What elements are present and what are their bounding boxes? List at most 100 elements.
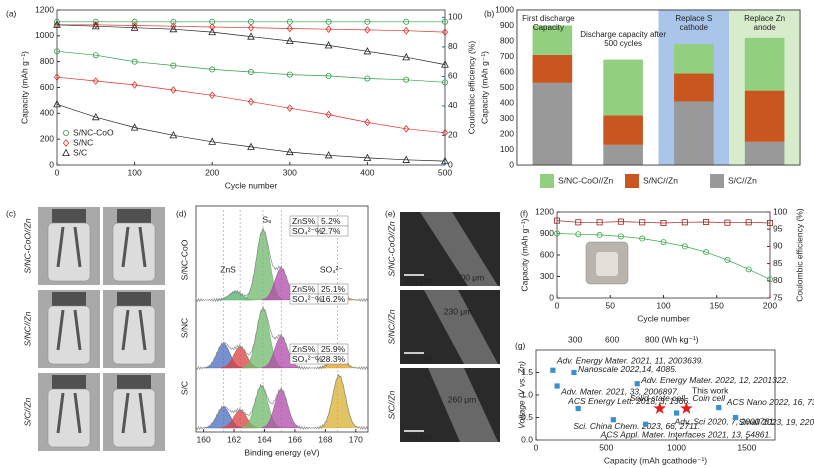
- panel-label: (c): [6, 208, 16, 218]
- point-label: ACS Nano 2022, 16, 7344.: [726, 397, 814, 407]
- marker: [92, 52, 99, 59]
- y-tick-label: 0: [509, 159, 514, 169]
- table-key: ZnS%: [292, 344, 316, 354]
- plot-frame: [195, 205, 369, 433]
- fiber: [424, 290, 498, 364]
- scale-bar-label: 200 μm: [404, 353, 433, 363]
- table-cell: [289, 353, 349, 365]
- marker: [130, 23, 139, 31]
- panel-label: (e): [385, 208, 396, 218]
- point-label: Coin cell: [692, 393, 726, 403]
- y2-tick-label: 100: [773, 206, 787, 216]
- marker: [364, 26, 371, 34]
- marker: [441, 156, 449, 165]
- thickness-label: 230 μm: [444, 306, 473, 316]
- table-value: 16.2%: [321, 294, 346, 304]
- marker: [325, 110, 332, 119]
- category-label: Replace Zn anode: [744, 14, 786, 32]
- table-key: ZnS%: [292, 216, 316, 226]
- legend-marker: [62, 139, 70, 147]
- sample-label: S/C//Zn: [386, 390, 396, 419]
- peak-annotation: ZnS: [220, 264, 236, 274]
- marker: [325, 72, 332, 79]
- x-tick-label: 500: [599, 442, 613, 452]
- marker: [364, 118, 371, 127]
- y-tick-label: 700: [500, 51, 514, 61]
- bar-segment: [532, 25, 573, 55]
- marker: [617, 218, 624, 225]
- legend-label: S/NC-CoO: [73, 127, 114, 137]
- fiber: [428, 368, 498, 442]
- marker: [209, 91, 216, 100]
- vial-cap: [52, 292, 86, 306]
- y-tick-label: 0.0: [521, 434, 533, 444]
- marker: [441, 60, 449, 68]
- thickness-label: 260 μm: [448, 394, 477, 404]
- y-tick-label: 800: [40, 56, 54, 66]
- x-axis-label: Cycle number: [637, 313, 690, 323]
- bar-segment: [603, 115, 643, 145]
- marker: [54, 48, 61, 55]
- y-tick-label: 200: [40, 133, 54, 143]
- marker: [724, 219, 731, 226]
- marker: [550, 367, 556, 373]
- vial-body: [112, 305, 156, 365]
- y-tick-label: 1000: [35, 30, 54, 40]
- fit-peak: [319, 375, 359, 429]
- marker: [403, 124, 410, 133]
- x-tick-label: 50: [606, 300, 616, 310]
- marker: [131, 58, 138, 65]
- fiber: [420, 212, 498, 286]
- marker: [639, 219, 646, 226]
- marker: [92, 18, 99, 25]
- marker: [170, 86, 177, 94]
- vial-cap: [52, 209, 86, 223]
- x-tick-label: 170: [349, 434, 363, 444]
- vial-body: [47, 388, 91, 448]
- marker: [325, 25, 332, 34]
- bar-segment: [603, 144, 643, 165]
- point-label: Sci. China Chem. 2023, 66, 2711.: [573, 421, 700, 431]
- x-tick-label: 162: [227, 434, 241, 444]
- marker: [286, 71, 293, 78]
- series-line: [56, 76, 446, 134]
- legend-label: S/C: [73, 147, 87, 157]
- marker: [53, 20, 61, 28]
- sample-label: S/NC//Zn: [22, 311, 32, 346]
- x-tick-label: 0: [534, 442, 539, 452]
- marker: [324, 151, 333, 159]
- marker: [131, 21, 138, 30]
- marker: [554, 230, 561, 237]
- marker: [554, 217, 561, 224]
- electrodes: [56, 392, 82, 434]
- marker: [767, 220, 774, 227]
- marker: [745, 219, 752, 226]
- point-label: Adv. Energy Mater. 2021, 11, 2003639.: [556, 356, 704, 366]
- bar-segment: [603, 59, 643, 116]
- category-label: First discharge Capacity: [522, 14, 575, 32]
- y-tick-label: 600: [540, 249, 554, 259]
- marker: [680, 401, 693, 414]
- y-tick-label: 200: [500, 128, 514, 138]
- sample-label: S/NC-CoO//Zn: [22, 218, 32, 274]
- legend-marker: [62, 148, 70, 157]
- electrodes: [56, 226, 82, 268]
- y-tick-label: 0: [49, 159, 54, 169]
- x-tick-label: 164: [257, 434, 271, 444]
- scale-bar-label: 200 μm: [404, 431, 433, 441]
- marker: [653, 401, 667, 414]
- marker: [441, 18, 448, 25]
- x-tick-label: 500: [438, 167, 452, 177]
- table-key: SO₄²⁻%: [292, 226, 323, 236]
- marker: [92, 20, 99, 29]
- legend-marker: [63, 129, 70, 136]
- panel-label: (f): [520, 208, 528, 218]
- marker: [441, 79, 448, 86]
- marker: [324, 41, 333, 49]
- marker: [169, 131, 178, 139]
- marker: [91, 21, 100, 30]
- electrodes: [56, 309, 82, 351]
- y-tick-label: 100: [500, 144, 514, 154]
- marker: [54, 18, 61, 25]
- marker: [733, 414, 739, 421]
